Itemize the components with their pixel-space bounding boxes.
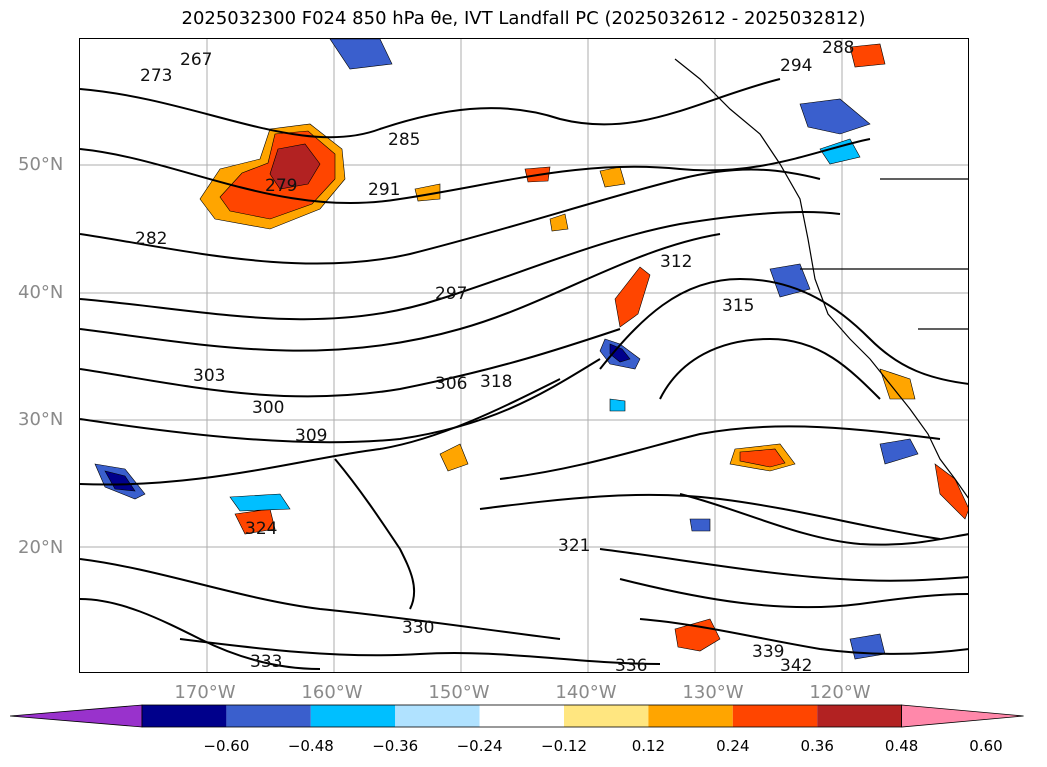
map-title: 2025032300 F024 850 hPa θe, IVT Landfall…	[181, 8, 866, 29]
lat-label-40n: 40°N	[18, 282, 64, 303]
contour-label-333: 333	[250, 652, 282, 672]
colorbar-tick-label: −0.12	[541, 737, 587, 755]
colorbar-tick-label: 0.36	[800, 737, 834, 755]
colorbar-segment	[395, 705, 480, 727]
ivt-pc-fill-positive	[199, 43, 968, 652]
colorbar-segment	[142, 705, 227, 727]
colorbar-segment	[564, 705, 649, 727]
lon-label-130w: 130°W	[682, 682, 744, 703]
coastline	[674, 58, 968, 499]
contour-label-297: 297	[435, 284, 467, 304]
contour-label-309: 309	[295, 426, 327, 446]
lat-label-50n: 50°N	[18, 154, 64, 175]
colorbar-segment	[817, 705, 902, 727]
lon-label-160w: 160°W	[301, 682, 363, 703]
colorbar-tick-label: −0.48	[287, 737, 334, 755]
colorbar-segment	[226, 705, 311, 727]
contour-label-273: 273	[140, 66, 172, 86]
colorbar-tick-label: 0.12	[631, 737, 666, 755]
contour-label-306: 306	[435, 374, 467, 394]
colorbar-segments	[10, 704, 1024, 728]
colorbar-segment	[310, 705, 396, 727]
theta-e-contours	[80, 78, 968, 670]
lat-label-20n: 20°N	[18, 537, 64, 558]
colorbar-tick-label: −0.36	[372, 737, 419, 755]
colorbar-segment	[479, 705, 564, 727]
colorbar-tick-label: −0.60	[203, 737, 250, 755]
contour-label-285: 285	[388, 130, 420, 150]
contour-label-330: 330	[402, 618, 434, 638]
contour-label-324: 324	[245, 519, 277, 539]
contour-label-312: 312	[660, 252, 692, 272]
ivt-pc-fill-negative	[94, 39, 919, 660]
colorbar-segment	[732, 705, 818, 727]
contour-label-315: 315	[722, 296, 754, 316]
contour-label-303: 303	[193, 366, 225, 386]
colorbar-tick-label: 0.60	[969, 737, 1003, 755]
colorbar-segment	[648, 705, 733, 727]
contour-label-318: 318	[480, 372, 512, 392]
lon-label-170w: 170°W	[174, 682, 236, 703]
colorbar-tick-label: −0.24	[456, 737, 503, 755]
colorbar-extend-max	[901, 704, 1024, 728]
colorbar-tick-label: 0.24	[716, 737, 750, 755]
colorbar-outline	[141, 704, 902, 728]
contour-label-291: 291	[368, 180, 400, 200]
contour-label-336: 336	[615, 656, 647, 673]
lon-label-150w: 150°W	[428, 682, 490, 703]
contour-labels: 267 273 279 282 285 288 291 294 297 300 …	[135, 39, 854, 673]
contour-label-339: 339	[752, 642, 784, 662]
colorbar-tick-label: 0.48	[884, 737, 919, 755]
contour-label-342: 342	[780, 656, 812, 673]
contour-label-294: 294	[780, 56, 812, 76]
contour-label-300: 300	[252, 398, 284, 418]
contour-label-279: 279	[265, 176, 297, 196]
contour-label-288: 288	[822, 39, 854, 58]
contour-label-267: 267	[180, 50, 212, 70]
lon-label-140w: 140°W	[555, 682, 617, 703]
colorbar	[10, 704, 1024, 728]
lat-label-30n: 30°N	[18, 409, 64, 430]
lon-label-120w: 120°W	[809, 682, 871, 703]
map-panel: 267 273 279 282 285 288 291 294 297 300 …	[79, 38, 969, 673]
contour-label-321: 321	[558, 536, 590, 556]
contour-label-282: 282	[135, 229, 167, 249]
map-canvas: 267 273 279 282 285 288 291 294 297 300 …	[80, 39, 968, 673]
colorbar-extend-min	[10, 704, 143, 728]
